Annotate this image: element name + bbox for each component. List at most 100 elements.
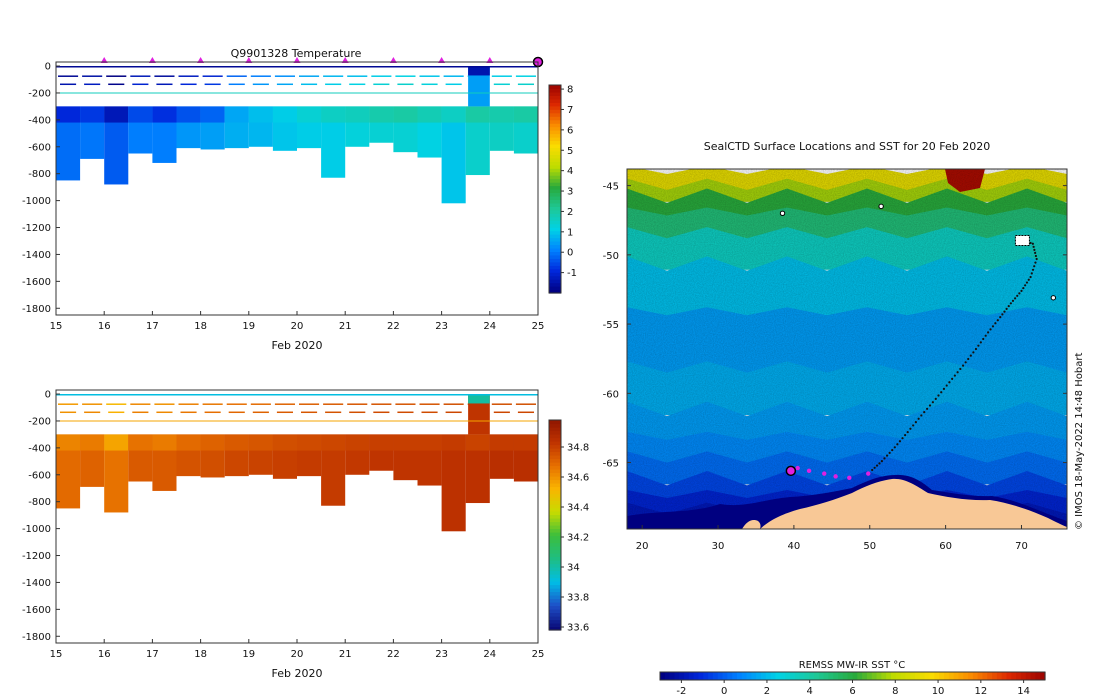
- track-point: [937, 394, 940, 397]
- track-point: [982, 337, 985, 341]
- sst-colorbar-segment: [775, 672, 781, 680]
- surface-streak: [276, 83, 293, 86]
- colorbar-segment: [549, 465, 561, 470]
- surface-streak: [347, 403, 368, 405]
- colorbar-segment: [549, 98, 561, 103]
- colorbar-tick-label: 5: [567, 146, 573, 157]
- map-frame: [626, 168, 1068, 530]
- colorbar-segment: [549, 171, 561, 176]
- track-point: [987, 331, 990, 334]
- track-point: [901, 437, 904, 440]
- sst-colorbar-segment: [737, 672, 743, 680]
- track-point: [891, 448, 894, 452]
- track-point: [893, 446, 896, 449]
- surface-streak: [349, 83, 366, 86]
- colorbar-segment: [549, 230, 561, 235]
- sst-colorbar-segment: [1035, 672, 1041, 680]
- x-tick-label: 20: [291, 321, 304, 332]
- track-point: [1031, 268, 1035, 271]
- colorbar-segment: [549, 430, 561, 435]
- sst-colorbar-segment: [915, 672, 921, 680]
- y-tick-label: -1200: [22, 223, 51, 234]
- sst-colorbar-segment: [992, 672, 998, 680]
- track-point: [1014, 297, 1017, 300]
- surface-streak: [421, 411, 438, 414]
- sst-colorbar-segment: [660, 672, 666, 680]
- colorbar-segment: [549, 528, 561, 533]
- colorbar-segment: [549, 164, 561, 169]
- sst-colorbar-segment: [982, 672, 988, 680]
- surface-streak: [60, 83, 77, 86]
- track-point: [934, 397, 937, 400]
- salinity-axes: 15 16 17 18 19 20 21 22 23 24 25 0 -200 -400 -600 -800 -…: [22, 390, 544, 660]
- sst-colorbar-segment: [664, 672, 671, 680]
- colorbar-segment: [549, 247, 561, 252]
- colorbar-segment: [549, 500, 561, 505]
- sst-colorbar-segment: [876, 672, 882, 680]
- surface-streak: [84, 83, 101, 86]
- colorbar-segment: [549, 497, 561, 502]
- track-point: [1032, 245, 1035, 248]
- colorbar-segment: [549, 483, 561, 488]
- map-field: [627, 169, 1067, 529]
- profile-cell-mid: [513, 106, 538, 123]
- surface-streak: [154, 403, 175, 405]
- surface-streak: [301, 83, 318, 86]
- sst-texture: [627, 169, 1067, 529]
- surface-streak: [299, 75, 320, 77]
- colorbar-segment: [549, 220, 561, 225]
- sst-colorbar-segment: [732, 672, 738, 680]
- surface-streak: [493, 411, 510, 414]
- track-point: [888, 451, 891, 454]
- profile-cell-mid: [369, 106, 394, 123]
- sst-colorbar-tick-label: 12: [974, 686, 987, 697]
- profile-cell-mid: [80, 106, 105, 123]
- track-point: [940, 391, 943, 394]
- x-tick-label: 25: [532, 321, 545, 332]
- colorbar-segment: [549, 602, 561, 607]
- colorbar-segment: [549, 434, 561, 439]
- sst-colorbar-segment: [1016, 672, 1022, 680]
- x-tick-label: 15: [50, 321, 63, 332]
- colorbar-segment: [549, 143, 561, 148]
- salinity-xlabel: Feb 2020: [272, 667, 323, 680]
- profile-cell-mid: [248, 434, 273, 451]
- surface-streak: [60, 411, 77, 414]
- profile-cell-mid: [465, 434, 490, 451]
- sst-colorbar-segment: [847, 672, 854, 680]
- profile-cell-mid: [152, 106, 177, 123]
- temperature-xlabel: Feb 2020: [272, 339, 323, 352]
- sst-colorbar-segment: [838, 672, 844, 680]
- surface-streak: [252, 83, 269, 86]
- surface-streak: [397, 411, 414, 414]
- sst-colorbar-segment: [761, 672, 767, 680]
- profile-cell-mid: [176, 434, 201, 451]
- colorbar-segment: [549, 588, 561, 593]
- colorbar-segment: [549, 189, 561, 194]
- colorbar-frame: [548, 419, 562, 631]
- sst-colorbar-segment: [963, 672, 969, 680]
- track-point: [956, 371, 959, 374]
- temperature-axes: 15 16 17 18 19 20 21 22 23 24 25 0 -200 -400 -600 -800 -…: [22, 62, 544, 332]
- colorbar-segment: [549, 598, 561, 603]
- track-point: [994, 322, 997, 325]
- colorbar-segment: [549, 448, 561, 453]
- station-marker: [1050, 295, 1057, 301]
- colorbar-segment: [549, 275, 561, 280]
- sst-colorbar-segment: [1040, 672, 1046, 680]
- x-tick-label: 24: [483, 649, 496, 660]
- y-tick-label: -1000: [22, 196, 51, 207]
- track-point: [1033, 265, 1036, 268]
- x-tick-label: 16: [98, 649, 111, 660]
- surface-streak: [373, 411, 390, 414]
- sst-colorbar-segment: [828, 672, 834, 680]
- surface-streak: [252, 411, 269, 414]
- surface-streak: [130, 75, 151, 77]
- surface-streak: [421, 83, 438, 86]
- y-tick-label: 0: [45, 390, 51, 401]
- sst-colorbar-segment: [1030, 672, 1036, 680]
- sst-colorbar-tick-label: 14: [1017, 686, 1030, 697]
- colorbar-segment: [549, 570, 561, 575]
- profile-cell-mid: [369, 434, 394, 451]
- surface-streak: [178, 403, 199, 405]
